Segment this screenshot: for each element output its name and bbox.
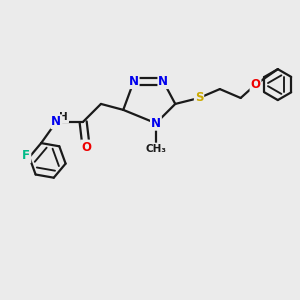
Text: N: N bbox=[51, 115, 62, 128]
Text: N: N bbox=[158, 75, 168, 88]
Text: CH₃: CH₃ bbox=[146, 143, 167, 154]
Text: O: O bbox=[81, 140, 91, 154]
Text: S: S bbox=[195, 92, 203, 104]
Text: O: O bbox=[250, 78, 260, 91]
Text: N: N bbox=[129, 75, 139, 88]
Text: N: N bbox=[151, 117, 161, 130]
Text: F: F bbox=[22, 149, 30, 162]
Text: H: H bbox=[59, 112, 68, 122]
